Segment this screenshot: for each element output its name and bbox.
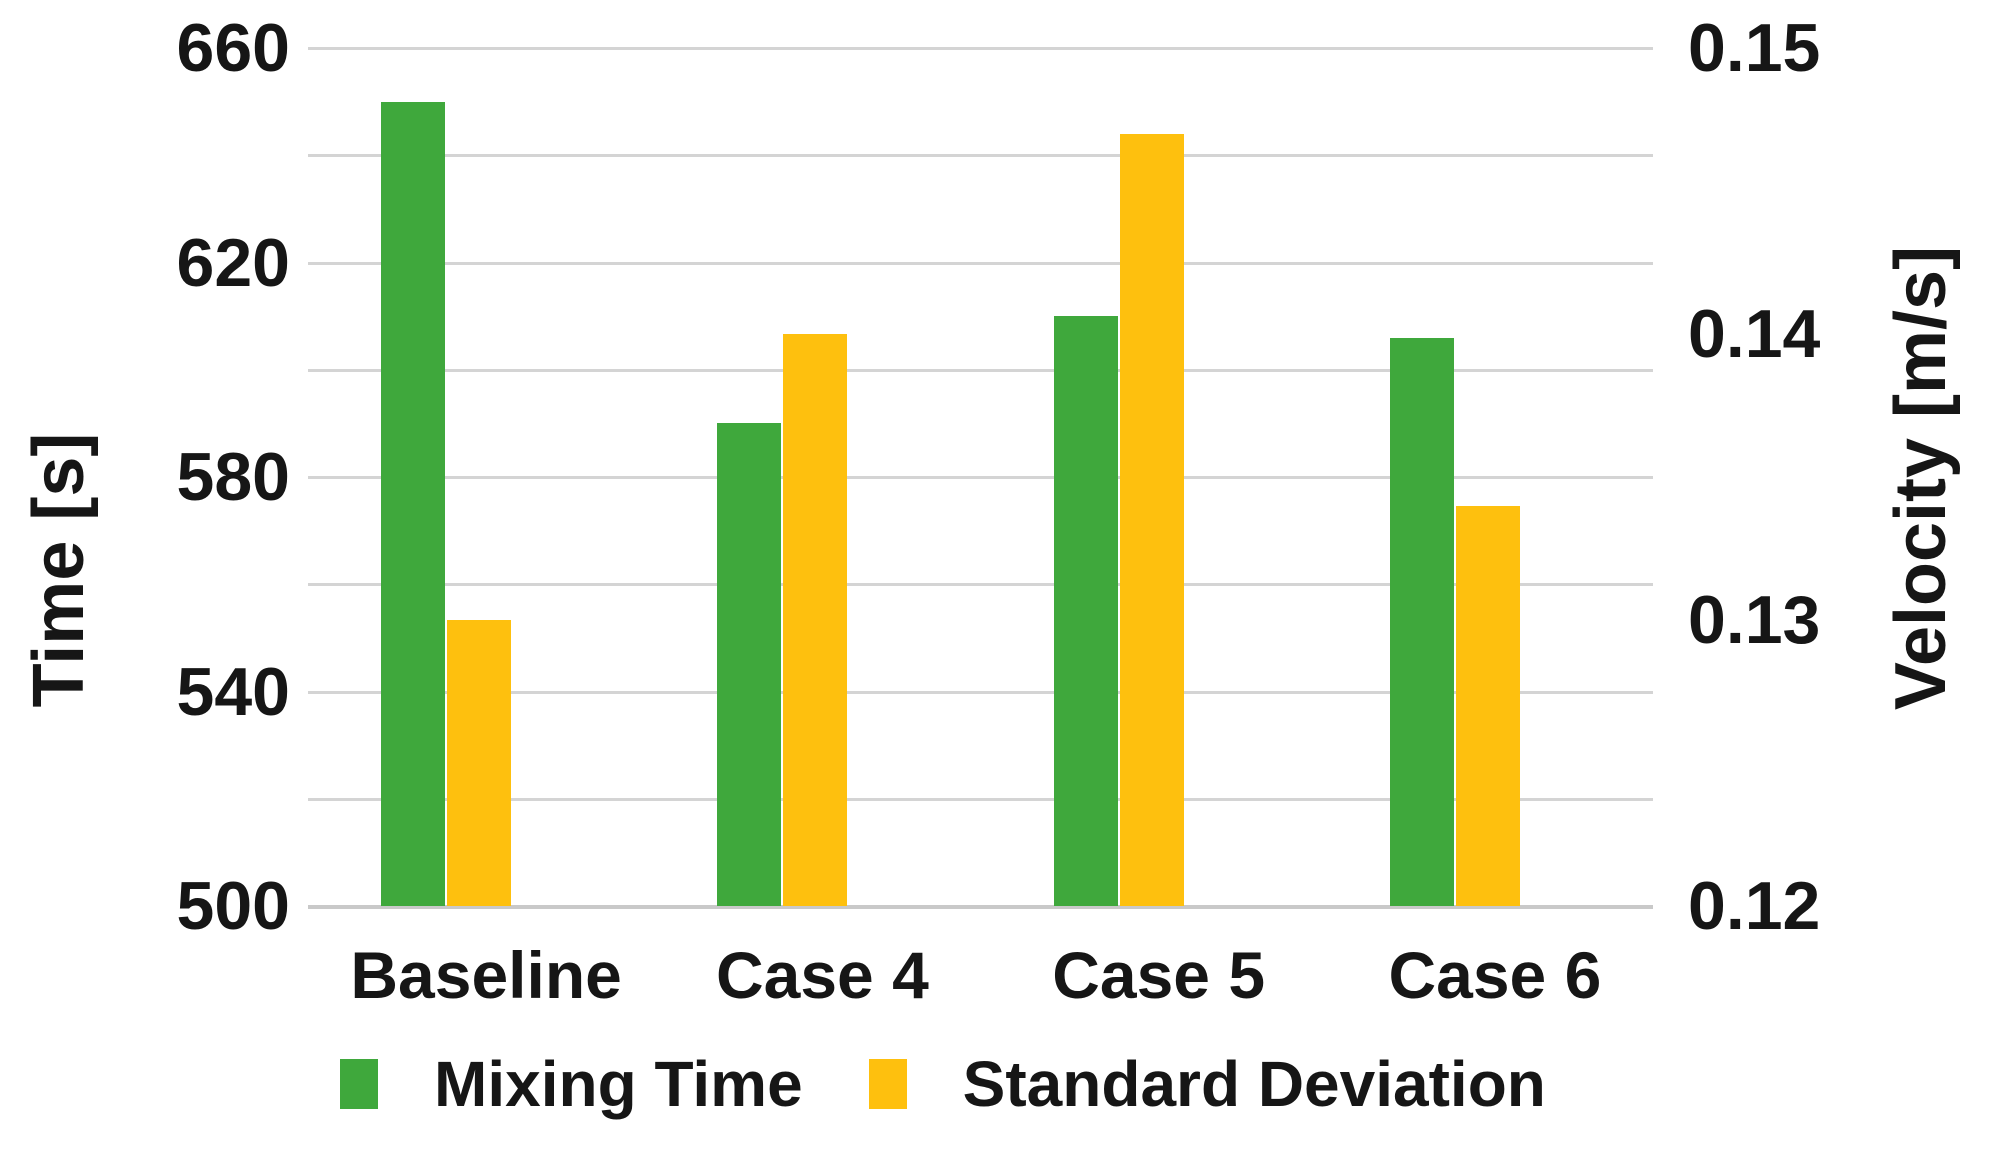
bar-standard-deviation-case-5 <box>1119 133 1184 906</box>
right-axis-title: Velocity [m/s] <box>1881 245 1961 711</box>
right-axis-tick-0-12: 0.12 <box>1688 868 1821 944</box>
right-axis-tick-0-14: 0.14 <box>1688 296 1821 372</box>
category-label-baseline: Baseline <box>350 938 622 1012</box>
legend-item-standard-deviation: Standard Deviation <box>868 1048 1546 1120</box>
bar-mixing-time-case-6 <box>1389 337 1454 906</box>
gridline <box>308 583 1653 587</box>
legend-swatch-standard-deviation <box>868 1059 907 1109</box>
left-axis-tick-660: 660 <box>176 10 290 86</box>
left-axis-title: Time [s] <box>19 432 99 708</box>
gridline <box>308 368 1653 372</box>
gridline <box>308 476 1653 479</box>
bar-standard-deviation-baseline <box>447 620 512 906</box>
bar-mixing-time-baseline <box>381 101 446 906</box>
gridline <box>308 797 1653 801</box>
left-axis-tick-580: 580 <box>176 439 290 515</box>
bar-standard-deviation-case-6 <box>1455 505 1520 906</box>
category-label-case-6: Case 6 <box>1388 938 1602 1012</box>
legend: Mixing Time Standard Deviation <box>340 1052 1546 1116</box>
gridline <box>308 261 1653 265</box>
right-axis-tick-0-13: 0.13 <box>1688 582 1821 658</box>
plot-area <box>308 47 1653 909</box>
gridline <box>308 690 1653 694</box>
left-axis-tick-620: 620 <box>176 224 290 301</box>
category-label-case-5: Case 5 <box>1052 938 1266 1012</box>
x-axis-line <box>308 905 1653 909</box>
right-axis-tick-0-15: 0.15 <box>1688 10 1821 86</box>
legend-label-standard-deviation: Standard Deviation <box>962 1048 1546 1120</box>
legend-item-mixing-time: Mixing Time <box>340 1052 803 1116</box>
gridline <box>308 154 1653 158</box>
left-axis-tick-540: 540 <box>176 653 290 730</box>
legend-label-mixing-time: Mixing Time <box>434 1048 803 1120</box>
bar-mixing-time-case-4 <box>717 423 782 906</box>
bar-mixing-time-case-5 <box>1053 316 1118 906</box>
category-label-case-4: Case 4 <box>715 938 929 1012</box>
left-axis-tick-500: 500 <box>176 868 290 944</box>
legend-swatch-mixing-time <box>340 1059 378 1109</box>
gridline <box>308 47 1653 50</box>
bar-standard-deviation-case-4 <box>783 334 848 906</box>
